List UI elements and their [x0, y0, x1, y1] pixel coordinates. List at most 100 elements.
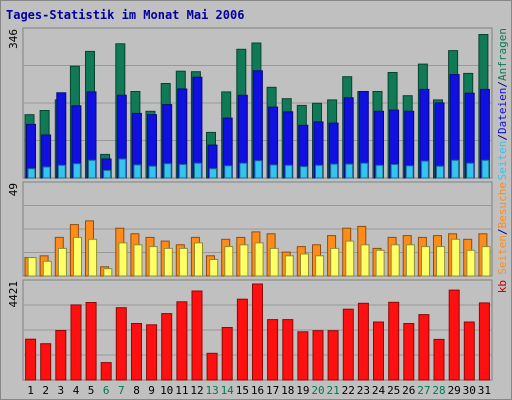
- x-axis-day-labels: 1 2 3 4 5 6 7 8 9 10 11 12 13 14 15 16 17 18 19 20 21 22 23 24 2…: [27, 384, 491, 397]
- x-tick-label: 1: [27, 384, 34, 397]
- bar-seiten-day-31: [481, 246, 491, 277]
- panels-group: 346Seiten/Dateien/Anfragen49Seiten/Besuc…: [7, 27, 509, 381]
- bar-seiten-day-10: [163, 247, 173, 277]
- bar-kb-day-1: [25, 338, 37, 381]
- bar-seiten-day-28: [436, 165, 444, 179]
- bar-kb-day-19: [297, 331, 309, 381]
- bar-seiten-day-18: [284, 255, 294, 277]
- legend-middle: Seiten/Besuche: [496, 182, 509, 275]
- x-tick-label: 4: [73, 384, 80, 397]
- bar-seiten-day-5: [88, 238, 98, 277]
- bar-seiten-day-30: [466, 249, 476, 277]
- bar-kb-day-31: [478, 302, 490, 381]
- bar-kb-day-14: [221, 327, 233, 381]
- x-tick-label: 8: [133, 384, 140, 397]
- bar-seiten-day-29: [451, 159, 460, 179]
- bar-kb-day-20: [312, 330, 324, 381]
- bar-kb-day-9: [146, 324, 158, 381]
- x-tick-label: 20: [311, 384, 324, 397]
- bar-seiten-day-23: [360, 162, 369, 179]
- bar-seiten-day-2: [42, 166, 51, 179]
- bar-seiten-day-27: [421, 246, 430, 277]
- legend-entry: Anfragen: [496, 28, 509, 81]
- bar-seiten-day-23: [360, 244, 370, 277]
- bar-seiten-day-14: [224, 246, 234, 277]
- bar-seiten-day-4: [72, 163, 81, 179]
- bar-seiten-day-10: [163, 163, 172, 179]
- bar-seiten-day-25: [390, 244, 400, 277]
- bar-seiten-day-13: [209, 259, 219, 277]
- x-tick-label: 12: [190, 384, 203, 397]
- bar-kb-day-30: [463, 321, 475, 381]
- x-tick-label: 21: [326, 384, 339, 397]
- x-tick-label: 14: [221, 384, 235, 397]
- bar-seiten-day-11: [178, 247, 188, 277]
- x-tick-label: 16: [251, 384, 264, 397]
- bar-kb-day-11: [176, 301, 188, 381]
- series-seiten-middle: [27, 236, 491, 277]
- legend-entry: Seiten: [496, 141, 509, 181]
- x-tick-label: 17: [266, 384, 279, 397]
- y-max-label: 4421: [7, 281, 20, 308]
- bar-seiten-day-31: [481, 159, 490, 179]
- x-tick-label: 10: [160, 384, 173, 397]
- bar-seiten-day-14: [224, 165, 233, 179]
- legend-entry: /: [496, 81, 509, 88]
- bar-seiten-day-28: [436, 246, 446, 277]
- x-tick-label: 27: [417, 384, 430, 397]
- legend-entry: Dateien: [496, 88, 509, 134]
- bar-kb-day-18: [282, 319, 294, 381]
- legend-entry: Seiten: [496, 235, 509, 275]
- bar-seiten-day-22: [345, 163, 354, 179]
- bar-kb-day-13: [206, 352, 218, 381]
- bar-kb-day-21: [327, 330, 339, 381]
- bar-kb-day-27: [418, 314, 430, 381]
- bar-seiten-day-6: [103, 268, 113, 277]
- bar-seiten-day-6: [103, 169, 112, 179]
- legend-entry: Besuche: [496, 182, 509, 228]
- x-tick-label: 15: [236, 384, 249, 397]
- bar-seiten-day-15: [239, 162, 248, 179]
- legend-bottom: kb: [496, 280, 509, 293]
- x-tick-label: 5: [88, 384, 95, 397]
- bar-seiten-day-1: [27, 257, 37, 277]
- bar-kb-day-4: [70, 304, 82, 381]
- legend-entry: kb: [496, 280, 509, 293]
- bar-seiten-day-19: [299, 166, 308, 179]
- bar-kb-day-26: [403, 323, 415, 381]
- bar-kb-day-24: [373, 321, 384, 381]
- bar-seiten-day-29: [451, 238, 461, 277]
- bar-kb-day-8: [131, 323, 142, 381]
- bar-kb-day-23: [357, 302, 369, 381]
- bar-seiten-day-8: [133, 164, 142, 179]
- bar-kb-day-15: [236, 298, 248, 381]
- bar-seiten-day-12: [193, 162, 202, 179]
- x-tick-label: 2: [42, 384, 49, 397]
- bar-seiten-day-7: [118, 242, 128, 277]
- bar-kb-day-22: [342, 308, 354, 381]
- legend-top: Seiten/Dateien/Anfragen: [496, 28, 509, 180]
- x-tick-label: 7: [118, 384, 125, 397]
- panel-bottom: 4421 kb: [7, 279, 509, 381]
- x-tick-label: 13: [205, 384, 218, 397]
- bar-seiten-day-11: [178, 164, 187, 179]
- x-tick-label: 22: [342, 384, 355, 397]
- x-tick-label: 18: [281, 384, 294, 397]
- bar-kb-day-25: [388, 301, 400, 381]
- x-tick-label: 28: [432, 384, 445, 397]
- bar-kb-day-6: [100, 362, 112, 381]
- series-dateien-top: [26, 70, 490, 179]
- bar-seiten-day-20: [315, 255, 325, 277]
- bar-seiten-day-1: [27, 168, 36, 179]
- bar-seiten-day-7: [118, 158, 127, 179]
- bar-kb-day-10: [161, 313, 173, 381]
- bar-seiten-day-18: [284, 164, 293, 179]
- bar-seiten-day-12: [194, 242, 203, 277]
- bar-seiten-day-24: [375, 164, 384, 179]
- bar-seiten-day-24: [375, 249, 385, 277]
- bar-seiten-day-19: [300, 253, 309, 277]
- bar-seiten-day-3: [57, 247, 67, 277]
- x-tick-label: 30: [463, 384, 476, 397]
